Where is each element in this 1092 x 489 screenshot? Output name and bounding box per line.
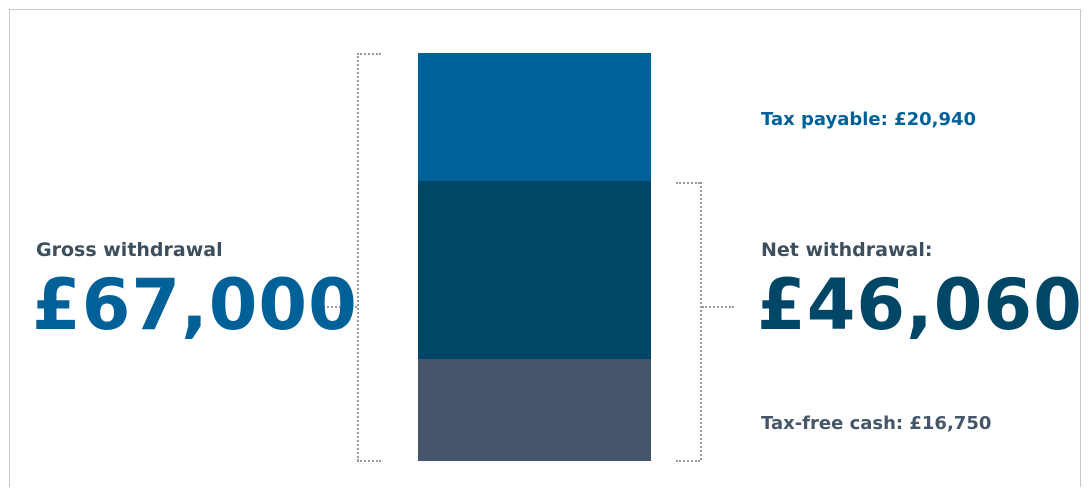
- net-value: £46,060: [757, 264, 1083, 346]
- tax-free-cash-label: Tax-free cash: £16,750: [761, 413, 992, 434]
- tax-payable-segment: [418, 53, 651, 181]
- tax-payable-label: Tax payable: £20,940: [761, 109, 977, 130]
- net-caption: Net withdrawal:: [761, 239, 933, 261]
- gross-value: £67,000: [32, 264, 358, 346]
- gross-caption: Gross withdrawal: [36, 239, 223, 261]
- net-withdrawal-segment: [418, 180, 651, 359]
- tax-free-cash-segment: [418, 359, 651, 461]
